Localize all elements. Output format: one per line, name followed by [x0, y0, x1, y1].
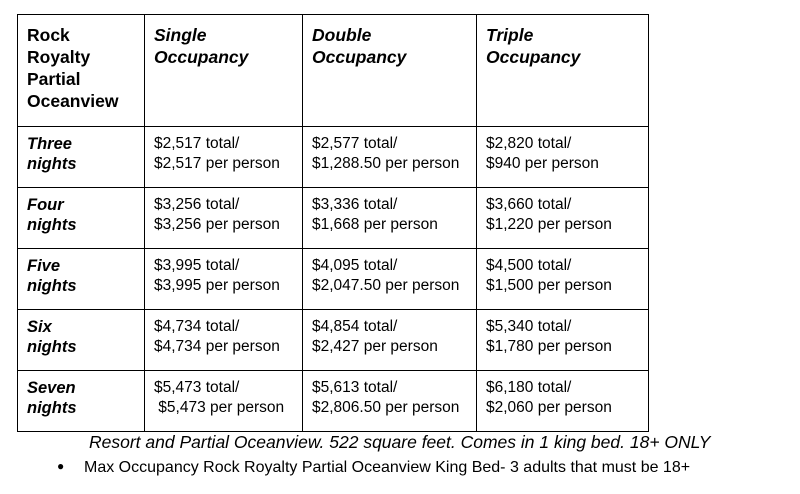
column-header-line: Triple	[486, 25, 534, 45]
column-header-line: Double	[312, 25, 372, 45]
column-header-line: Occupancy	[312, 47, 407, 67]
price-per-person: $1,220 per person	[486, 216, 612, 233]
price-per-person: $1,780 per person	[486, 338, 612, 355]
price-cell: $3,660 total/ $1,220 per person	[476, 187, 649, 249]
corner-line: Oceanview	[27, 91, 119, 111]
row-label-line: nights	[27, 277, 77, 295]
row-label-line: nights	[27, 399, 77, 417]
list-item: ● Max Occupancy Rock Royalty Partial Ocea…	[57, 459, 690, 477]
price-per-person: $2,047.50 per person	[312, 277, 460, 294]
table-row: Seven nights $5,473 total/ $5,473 per pe…	[17, 370, 649, 432]
price-per-person: $2,060 per person	[486, 399, 612, 416]
table-row: Three nights $2,517 total/ $2,517 per pe…	[17, 126, 649, 188]
price-total: $2,577 total/	[312, 135, 398, 152]
table-row: Six nights $4,734 total/ $4,734 per pers…	[17, 309, 649, 371]
row-label: Six nights	[17, 309, 145, 371]
column-header-single: Single Occupancy	[144, 14, 303, 127]
row-label-line: nights	[27, 338, 77, 356]
price-per-person: $1,500 per person	[486, 277, 612, 294]
price-per-person: $4,734 per person	[154, 338, 280, 355]
price-total: $3,256 total/	[154, 196, 240, 213]
corner-line: Rock	[27, 25, 70, 45]
price-cell: $3,336 total/ $1,668 per person	[302, 187, 477, 249]
row-label: Three nights	[17, 126, 145, 188]
price-cell: $6,180 total/ $2,060 per person	[476, 370, 649, 432]
price-total: $5,473 total/	[154, 379, 240, 396]
price-cell: $2,517 total/ $2,517 per person	[144, 126, 303, 188]
bullet-icon: ●	[57, 459, 65, 473]
row-label-line: nights	[27, 155, 77, 173]
price-per-person: $2,806.50 per person	[312, 399, 460, 416]
price-total: $4,734 total/	[154, 318, 240, 335]
price-cell: $4,734 total/ $4,734 per person	[144, 309, 303, 371]
price-per-person: $1,288.50 per person	[312, 155, 460, 172]
row-label-line: Three	[27, 135, 72, 153]
column-header-line: Single	[154, 25, 207, 45]
price-total: $4,854 total/	[312, 318, 398, 335]
corner-line: Royalty	[27, 47, 91, 67]
price-total: $5,613 total/	[312, 379, 398, 396]
price-per-person: $5,473 per person	[154, 399, 285, 416]
price-total: $2,517 total/	[154, 135, 240, 152]
price-cell: $3,256 total/ $3,256 per person	[144, 187, 303, 249]
price-cell: $4,854 total/ $2,427 per person	[302, 309, 477, 371]
price-per-person: $2,427 per person	[312, 338, 438, 355]
table-row: Five nights $3,995 total/ $3,995 per per…	[17, 248, 649, 310]
row-label-line: Six	[27, 318, 52, 336]
column-header-line: Occupancy	[154, 47, 249, 67]
row-label: Five nights	[17, 248, 145, 310]
price-total: $4,500 total/	[486, 257, 572, 274]
column-header-double: Double Occupancy	[302, 14, 477, 127]
rates-table: Rock Royalty Partial Oceanview Single Oc…	[17, 14, 649, 432]
table-row: Four nights $3,256 total/ $3,256 per per…	[17, 187, 649, 249]
row-label: Seven nights	[17, 370, 145, 432]
price-cell: $3,995 total/ $3,995 per person	[144, 248, 303, 310]
price-total: $6,180 total/	[486, 379, 572, 396]
price-cell: $5,613 total/ $2,806.50 per person	[302, 370, 477, 432]
corner-line: Partial	[27, 69, 81, 89]
header-row: Rock Royalty Partial Oceanview Single Oc…	[17, 14, 649, 127]
column-header-triple: Triple Occupancy	[476, 14, 649, 127]
price-per-person: $3,995 per person	[154, 277, 280, 294]
row-label-line: Four	[27, 196, 64, 214]
room-description-note: Resort and Partial Oceanview. 522 square…	[89, 432, 711, 452]
price-cell: $4,500 total/ $1,500 per person	[476, 248, 649, 310]
price-total: $4,095 total/	[312, 257, 398, 274]
price-per-person: $1,668 per person	[312, 216, 438, 233]
price-cell: $2,577 total/ $1,288.50 per person	[302, 126, 477, 188]
corner-header: Rock Royalty Partial Oceanview	[17, 14, 145, 127]
bullet-text: Max Occupancy Rock Royalty Partial Ocean…	[84, 459, 691, 476]
price-total: $3,660 total/	[486, 196, 572, 213]
price-cell: $2,820 total/ $940 per person	[476, 126, 649, 188]
row-label-line: nights	[27, 216, 77, 234]
price-total: $3,336 total/	[312, 196, 398, 213]
price-cell: $5,473 total/ $5,473 per person	[144, 370, 303, 432]
row-label: Four nights	[17, 187, 145, 249]
price-total: $3,995 total/	[154, 257, 240, 274]
price-total: $5,340 total/	[486, 318, 572, 335]
price-cell: $5,340 total/ $1,780 per person	[476, 309, 649, 371]
price-per-person: $3,256 per person	[154, 216, 280, 233]
column-header-line: Occupancy	[486, 47, 581, 67]
price-cell: $4,095 total/ $2,047.50 per person	[302, 248, 477, 310]
row-label-line: Seven	[27, 379, 76, 397]
price-total: $2,820 total/	[486, 135, 572, 152]
row-label-line: Five	[27, 257, 61, 275]
price-per-person: $940 per person	[486, 155, 599, 172]
price-per-person: $2,517 per person	[154, 155, 280, 172]
